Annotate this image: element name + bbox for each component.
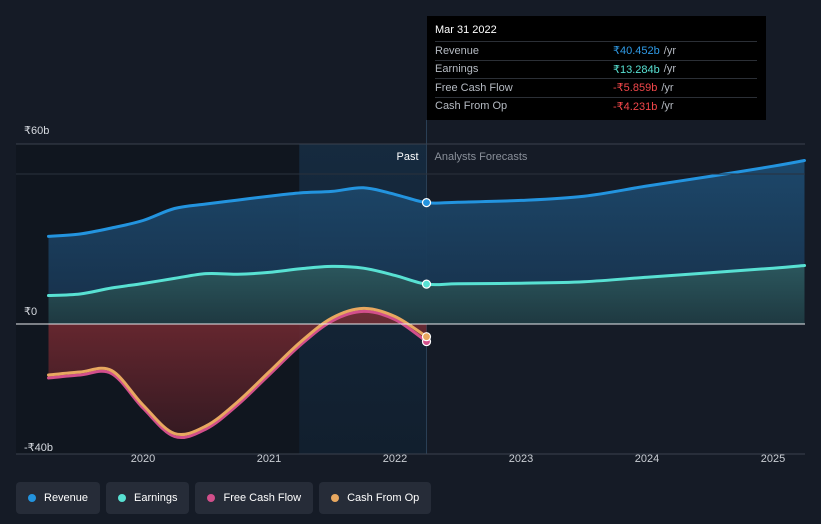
legend-label: Cash From Op (347, 492, 420, 504)
tooltip-unit: /yr (661, 81, 674, 94)
legend-item-cash-from-op[interactable]: Cash From Op (319, 482, 432, 514)
tooltip-value: ₹13.284b (613, 63, 660, 76)
tooltip-row: Earnings ₹13.284b /yr (435, 59, 757, 79)
tooltip-label: Free Cash Flow (435, 81, 513, 94)
tooltip-row: Cash From Op -₹4.231b /yr (435, 96, 757, 116)
revenue-marker (421, 198, 432, 208)
tooltip-unit: /yr (663, 63, 676, 76)
tooltip-label: Earnings (435, 63, 479, 76)
revenue-dot-icon (28, 494, 36, 502)
earnings-line (47, 264, 806, 297)
earnings-marker (421, 279, 432, 289)
x-tick-label: 2022 (383, 453, 407, 465)
tooltip-unit: /yr (663, 44, 676, 57)
tooltip-unit: /yr (661, 100, 674, 113)
free-cash-flow-dot-icon (207, 494, 216, 502)
forecast-label: Analysts Forecasts (435, 151, 528, 163)
tooltip-row: Free Cash Flow -₹5.859b /yr (435, 78, 757, 97)
free-cash-flow-line (47, 309, 428, 440)
cash-from-op-line (47, 306, 428, 437)
x-tick-label: 2020 (131, 453, 155, 465)
y-axis-label: -₹40b (24, 442, 53, 454)
revenue-line (47, 159, 806, 238)
tooltip-row: Revenue ₹40.452b /yr (435, 41, 757, 60)
y-axis-label: ₹60b (24, 125, 49, 137)
y-axis-label: ₹0 (24, 306, 37, 318)
chart: ₹60b ₹0 -₹40b 2020 2021 2022 2023 2024 2025 Past A… (16, 120, 806, 465)
x-tick-label: 2025 (761, 453, 785, 465)
tooltip-label: Revenue (435, 44, 480, 57)
legend: Revenue Earnings Free Cash Flow Cash Fro… (16, 482, 432, 514)
tooltip-value: ₹40.452b (613, 45, 660, 58)
past-label: Past (396, 151, 418, 163)
cash-from-op-marker (421, 332, 432, 342)
tooltip-label: Cash From Op (435, 100, 508, 113)
legend-item-free-cash-flow[interactable]: Free Cash Flow (195, 482, 314, 514)
legend-label: Free Cash Flow (223, 492, 302, 504)
legend-item-earnings[interactable]: Earnings (106, 482, 190, 514)
earnings-dot-icon (118, 494, 127, 502)
tooltip-value: -₹5.859b (613, 82, 658, 95)
x-tick-label: 2023 (509, 453, 533, 465)
tooltip-value: -₹4.231b (613, 100, 658, 113)
legend-label: Earnings (134, 492, 178, 504)
x-tick-label: 2021 (257, 453, 281, 465)
legend-label: Revenue (44, 492, 89, 504)
x-tick-label: 2024 (635, 453, 659, 465)
cash-from-op-dot-icon (331, 494, 340, 502)
legend-item-revenue[interactable]: Revenue (16, 482, 101, 514)
tooltip-date: Mar 31 2022 (435, 24, 497, 36)
tooltip: Mar 31 2022 Revenue ₹40.452b /yr Earning… (427, 16, 766, 120)
